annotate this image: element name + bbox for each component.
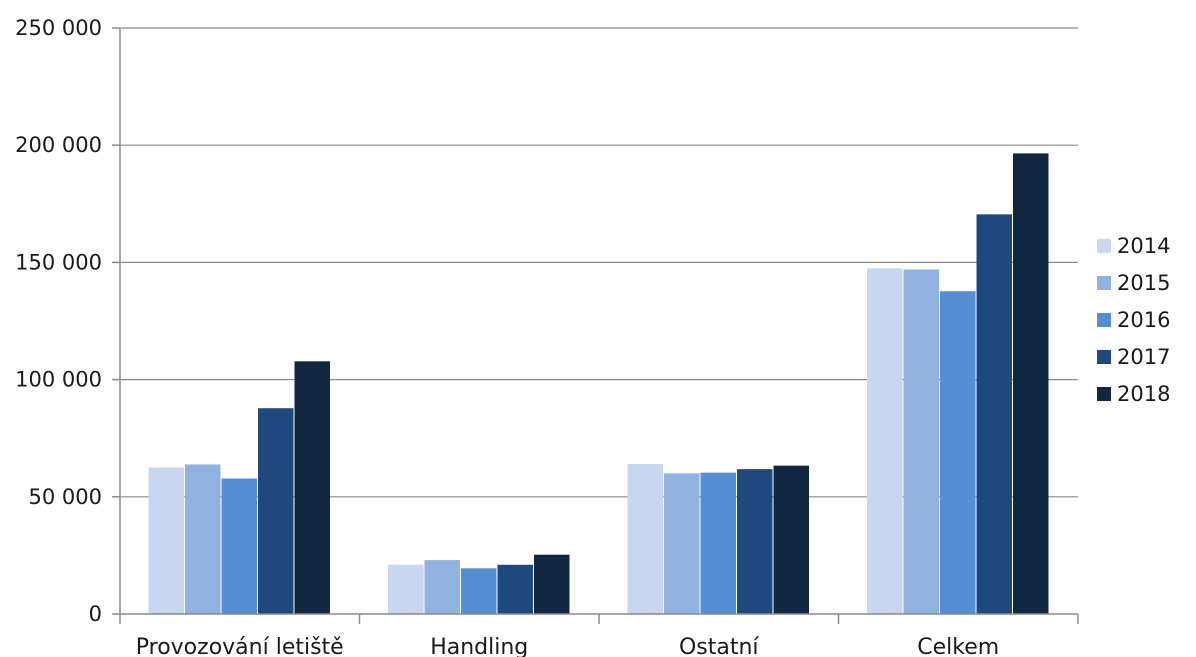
legend-swatch-2018 [1097,387,1111,401]
x-category-label: Ostatní [679,635,759,657]
bar-2018 [773,465,809,614]
bar-2017 [258,408,294,614]
y-tick-label: 0 [89,602,102,626]
bar-2015 [185,464,221,614]
x-axis-category-labels: Provozování letiště Handling Ostatní Celkem [136,635,999,657]
bar-2014 [867,268,903,614]
bar-2016 [940,291,976,614]
legend-label: 2017 [1117,345,1170,369]
bar-2018 [1013,153,1049,615]
legend-swatch-2014 [1097,239,1111,253]
y-tick-label: 50 000 [29,485,102,509]
legend-label: 2016 [1117,308,1170,332]
y-tick-label: 100 000 [15,368,102,392]
bar-2014 [627,463,663,614]
y-tick-label: 200 000 [15,133,102,157]
legend: 2014 2015 2016 2017 2018 [1097,234,1170,406]
bar-2016 [221,478,257,614]
bar-2015 [424,560,460,614]
bar-2017 [497,564,533,614]
y-tick-label: 250 000 [15,16,102,40]
bar-2015 [903,269,939,614]
bar-2016 [461,568,497,614]
bar-2017 [737,469,773,614]
legend-swatch-2016 [1097,313,1111,327]
x-category-label: Celkem [917,635,999,657]
bar-2016 [700,472,736,614]
legend-label: 2018 [1117,382,1170,406]
legend-swatch-2015 [1097,276,1111,290]
x-category-label: Provozování letiště [136,635,344,657]
legend-swatch-2017 [1097,350,1111,364]
x-category-label: Handling [430,635,528,657]
y-tick-label: 150 000 [15,250,102,274]
bar-2018 [294,361,330,614]
bar-2014 [388,564,424,614]
bar-2015 [664,473,700,614]
legend-label: 2015 [1117,271,1170,295]
bar-2018 [534,554,570,614]
y-axis-tick-labels: 0 50 000 100 000 150 000 200 000 250 000 [15,16,102,626]
legend-label: 2014 [1117,234,1170,258]
bars [148,153,1049,615]
axes [112,27,1079,624]
bar-2014 [148,467,184,614]
bar-2017 [976,214,1012,614]
